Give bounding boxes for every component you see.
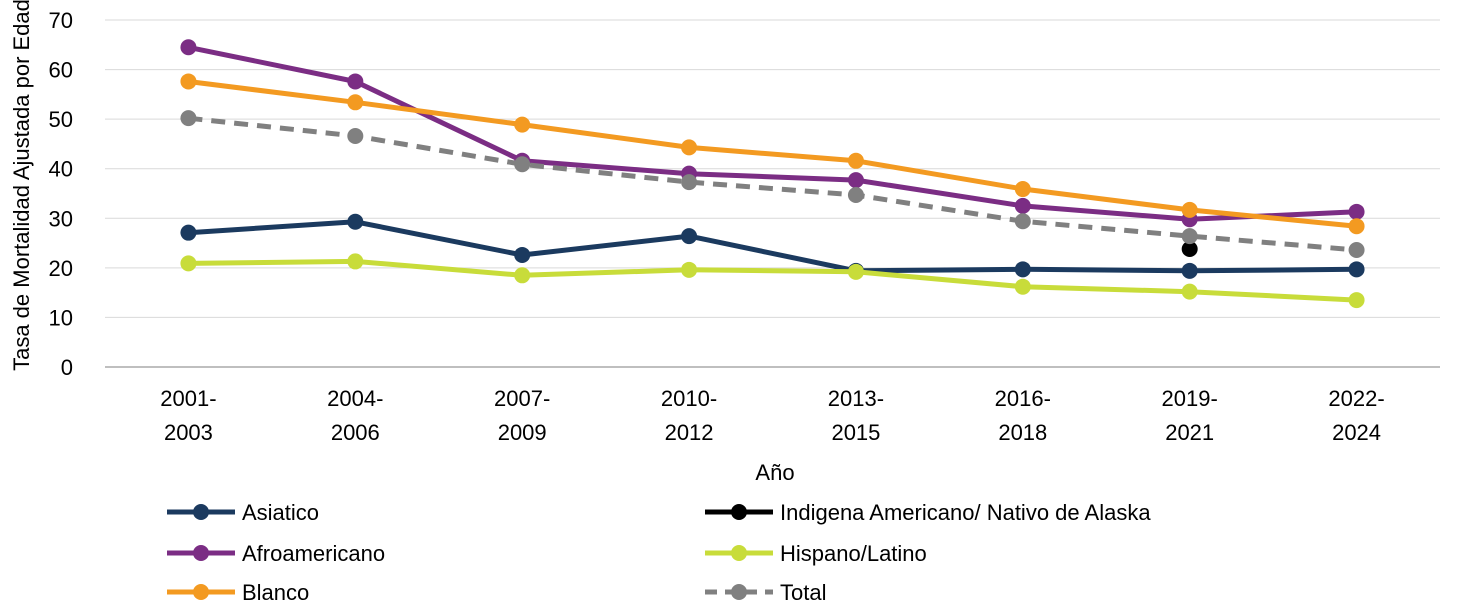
legend-item: Hispano/Latino (705, 541, 927, 566)
series-line (188, 115, 1357, 253)
data-point (514, 116, 531, 133)
legend-swatch-marker (193, 504, 209, 520)
data-point (1014, 261, 1031, 278)
data-point (847, 186, 864, 203)
data-point (514, 267, 531, 284)
legend-label: Afroamericano (242, 541, 385, 566)
x-axis-tick-labels: 2001- 2003 2004- 2006 2007- 2009 2010- 2012 2013… (160, 386, 1384, 445)
gridlines (105, 19, 1440, 368)
data-point (347, 73, 364, 90)
x-tick-label: 2024 (1332, 420, 1381, 445)
data-point (347, 127, 364, 144)
data-point (180, 224, 197, 241)
x-tick-label: 2021 (1165, 420, 1214, 445)
y-tick-label: 40 (49, 157, 73, 182)
x-tick-label: 2015 (831, 420, 880, 445)
legend-swatch-marker (193, 584, 209, 600)
x-tick-label: 2016- (995, 386, 1051, 411)
data-point (1348, 218, 1365, 235)
y-axis-title: Tasa de Mortalidad Ajustada por Edad (9, 0, 34, 371)
data-point (1181, 201, 1198, 218)
series-indigena-americano-nativo-de-alaska (1181, 241, 1198, 258)
legend-label: Hispano/Latino (780, 541, 927, 566)
data-point (1181, 283, 1198, 300)
data-point (1014, 278, 1031, 295)
data-point (514, 156, 531, 173)
y-axis-tick-labels: 0 10 20 30 40 50 60 70 (49, 8, 73, 380)
x-tick-label: 2004- (327, 386, 383, 411)
data-point (347, 94, 364, 111)
data-point (681, 139, 698, 156)
x-axis-title: Año (755, 460, 794, 485)
legend-item: Total (705, 580, 826, 602)
legend-label: Blanco (242, 580, 309, 602)
series-layer (180, 39, 1365, 309)
data-point (1348, 292, 1365, 309)
data-point (1014, 197, 1031, 214)
data-point (347, 253, 364, 270)
y-tick-label: 60 (49, 58, 73, 83)
x-tick-label: 2012 (665, 420, 714, 445)
x-tick-label: 2018 (998, 420, 1047, 445)
x-tick-label: 2007- (494, 386, 550, 411)
data-point (180, 255, 197, 272)
y-tick-label: 70 (49, 8, 73, 33)
data-point (1181, 228, 1198, 245)
legend-item: Afroamericano (167, 541, 385, 566)
legend-item: Blanco (167, 580, 309, 602)
legend-swatch-marker (731, 504, 747, 520)
x-tick-label: 2003 (164, 420, 213, 445)
data-point (681, 261, 698, 278)
y-tick-label: 20 (49, 256, 73, 281)
y-tick-label: 30 (49, 206, 73, 231)
data-point (1348, 261, 1365, 278)
y-tick-label: 0 (61, 355, 73, 380)
data-point (180, 73, 197, 90)
x-tick-label: 2001- (160, 386, 216, 411)
series-line (185, 219, 1360, 274)
series-blanco (180, 73, 1365, 235)
data-point (847, 152, 864, 169)
legend-swatch-marker (731, 584, 747, 600)
data-point (681, 174, 698, 191)
x-tick-label: 2010- (661, 386, 717, 411)
data-point (1014, 181, 1031, 198)
data-point (1181, 241, 1198, 258)
series-asiatico (180, 213, 1365, 279)
legend-item: Asiatico (167, 500, 319, 525)
legend: Asiatico Indigena Americano/ Nativo de Al… (167, 500, 1151, 602)
data-point (347, 213, 364, 230)
series-line (185, 44, 1360, 222)
x-tick-label: 2009 (498, 420, 547, 445)
x-tick-label: 2022- (1328, 386, 1384, 411)
legend-label: Total (780, 580, 826, 602)
data-point (514, 246, 531, 263)
data-point (1348, 242, 1365, 259)
legend-swatch-marker (731, 545, 747, 561)
x-tick-label: 2006 (331, 420, 380, 445)
series-line (185, 258, 1360, 303)
data-point (180, 39, 197, 56)
legend-swatch-marker (193, 545, 209, 561)
series-total (180, 110, 1365, 259)
y-tick-label: 50 (49, 107, 73, 132)
data-point (847, 172, 864, 189)
legend-label: Indigena Americano/ Nativo de Alaska (780, 500, 1151, 525)
series-line (185, 79, 1360, 229)
legend-label: Asiatico (242, 500, 319, 525)
data-point (180, 110, 197, 127)
series-hispano-latino (180, 253, 1365, 309)
data-point (1348, 203, 1365, 220)
y-tick-label: 10 (49, 305, 73, 330)
series-afroamericano (180, 39, 1365, 228)
data-point (1014, 213, 1031, 230)
data-point (847, 263, 864, 280)
x-tick-label: 2019- (1162, 386, 1218, 411)
data-point (681, 228, 698, 245)
x-tick-label: 2013- (828, 386, 884, 411)
data-point (1181, 262, 1198, 279)
legend-item: Indigena Americano/ Nativo de Alaska (705, 500, 1151, 525)
